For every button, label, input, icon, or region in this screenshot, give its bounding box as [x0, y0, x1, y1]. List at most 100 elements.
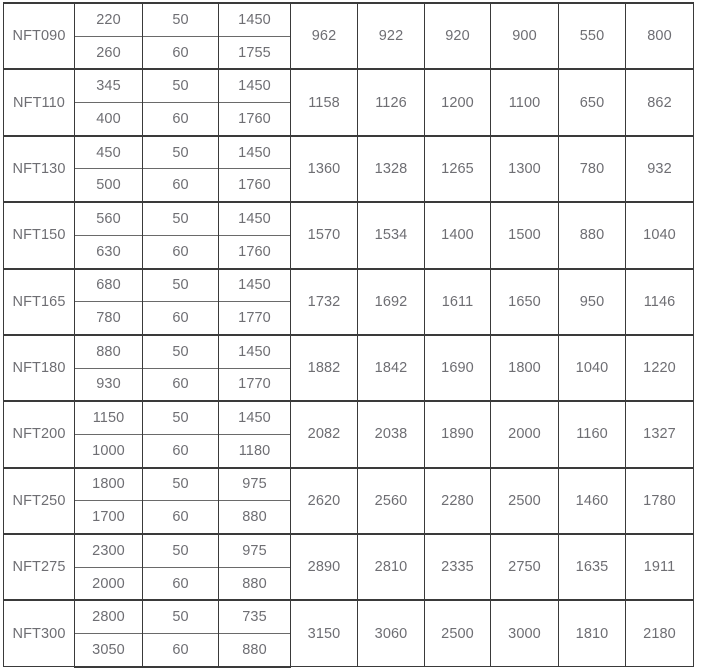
- merged-value-cell: 900: [490, 1, 559, 70]
- merged-value-cell: 932: [625, 134, 694, 203]
- merged-value-cell: 1690: [424, 333, 491, 402]
- merged-value-cell: 2620: [290, 466, 358, 535]
- merged-value-cell: 2560: [357, 466, 425, 535]
- merged-value-cell: 1040: [625, 201, 694, 270]
- sub-row-a-cell: 2300: [74, 532, 143, 568]
- merged-value-cell: 1732: [290, 267, 358, 336]
- merged-value-cell: 1534: [357, 201, 425, 270]
- table-row: 630 60 1760: [4, 234, 694, 270]
- sub-row-a-cell: 1450: [218, 333, 291, 369]
- merged-value-cell: 1800: [490, 333, 559, 402]
- sub-row-a-cell: 560: [74, 201, 143, 236]
- sub-row-b-cell: 60: [142, 168, 219, 204]
- sub-row-a-cell: 1450: [218, 134, 291, 169]
- sub-row-b-cell: 60: [142, 102, 219, 137]
- merged-value-cell: 1460: [558, 466, 626, 535]
- merged-value-cell: 1220: [625, 333, 694, 402]
- merged-value-cell: 650: [558, 68, 626, 137]
- sub-row-a-cell: 880: [74, 333, 143, 369]
- model-cell: NFT250: [3, 466, 75, 535]
- sub-row-b-cell: 1760: [218, 168, 291, 204]
- sub-row-a-cell: 1450: [218, 68, 291, 103]
- model-cell: NFT130: [3, 134, 75, 203]
- table-row: 930 60 1770: [4, 367, 694, 403]
- merged-value-cell: 1882: [290, 333, 358, 402]
- merged-value-cell: 950: [558, 267, 626, 336]
- sub-row-b-cell: 60: [142, 234, 219, 270]
- merged-value-cell: 3000: [490, 599, 559, 668]
- sub-row-a-cell: 735: [218, 599, 291, 634]
- merged-value-cell: 1810: [558, 599, 626, 668]
- model-cell: NFT200: [3, 400, 75, 469]
- model-cell: NFT180: [3, 333, 75, 402]
- sub-row-a-cell: 975: [218, 532, 291, 568]
- sub-row-b-cell: 930: [74, 367, 143, 403]
- sub-row-a-cell: 50: [142, 134, 219, 169]
- sub-row-b-cell: 880: [218, 633, 291, 668]
- merged-value-cell: 3150: [290, 599, 358, 668]
- sub-row-b-cell: 60: [142, 367, 219, 403]
- sub-row-b-cell: 1770: [218, 367, 291, 403]
- sub-row-a-cell: 50: [142, 532, 219, 568]
- table-row: NFT180 880 50 1450 1882 1842 1690 1800 1040 1220: [3, 333, 694, 402]
- merged-value-cell: 2180: [625, 599, 694, 668]
- sub-row-b-cell: 2000: [74, 566, 143, 602]
- table-row: NFT165 680 50 1450 1732 1692 1611 1650 950 1146: [3, 267, 694, 336]
- sub-row-b-cell: 1755: [218, 35, 291, 71]
- table-row: 780 60 1770: [4, 301, 694, 336]
- merged-value-cell: 1635: [558, 532, 626, 601]
- merged-value-cell: 1040: [558, 333, 626, 402]
- sub-row-a-cell: 50: [142, 68, 219, 103]
- model-cell: NFT275: [3, 532, 75, 601]
- specification-table-body: NFT090 220 50 1450 962 922 920 900 550 800 260 60 17…: [3, 1, 694, 668]
- sub-row-a-cell: 50: [142, 599, 219, 634]
- sub-row-a-cell: 50: [142, 267, 219, 302]
- table-row: NFT150 560 50 1450 1570 1534 1400 1500 880 1040: [3, 201, 694, 270]
- merged-value-cell: 1692: [357, 267, 425, 336]
- merged-value-cell: 1650: [490, 267, 559, 336]
- sub-row-b-cell: 1000: [74, 433, 143, 469]
- table-row: 2000 60 880: [4, 566, 694, 602]
- merged-value-cell: 1300: [490, 134, 559, 203]
- sub-row-a-cell: 2800: [74, 599, 143, 634]
- model-cell: NFT150: [3, 201, 75, 270]
- merged-value-cell: 1126: [357, 68, 425, 137]
- sub-row-a-cell: 1450: [218, 1, 291, 37]
- table-row: NFT300 2800 50 735 3150 3060 2500 3000 1810 2180: [3, 599, 694, 668]
- merged-value-cell: 2000: [490, 400, 559, 469]
- sub-row-b-cell: 630: [74, 234, 143, 270]
- sub-row-b-cell: 1180: [218, 433, 291, 469]
- merged-value-cell: 2038: [357, 400, 425, 469]
- table-row: 1000 60 1180: [4, 433, 694, 469]
- merged-value-cell: 1842: [357, 333, 425, 402]
- sub-row-b-cell: 60: [142, 433, 219, 469]
- sub-row-b-cell: 260: [74, 35, 143, 71]
- merged-value-cell: 2500: [490, 466, 559, 535]
- sub-row-b-cell: 1700: [74, 500, 143, 536]
- table-row: 500 60 1760: [4, 168, 694, 204]
- merged-value-cell: 2335: [424, 532, 491, 601]
- table-row: NFT275 2300 50 975 2890 2810 2335 2750 1635 1911: [3, 532, 694, 601]
- sub-row-a-cell: 975: [218, 466, 291, 501]
- sub-row-a-cell: 1800: [74, 466, 143, 501]
- merged-value-cell: 1328: [357, 134, 425, 203]
- merged-value-cell: 1911: [625, 532, 694, 601]
- sub-row-a-cell: 680: [74, 267, 143, 302]
- sub-row-b-cell: 880: [218, 500, 291, 536]
- table-row: NFT110 345 50 1450 1158 1126 1200 1100 650 862: [3, 68, 694, 137]
- sub-row-b-cell: 1760: [218, 234, 291, 270]
- sub-row-a-cell: 450: [74, 134, 143, 169]
- table-row: 260 60 1755: [4, 35, 694, 71]
- merged-value-cell: 2810: [357, 532, 425, 601]
- merged-value-cell: 1100: [490, 68, 559, 137]
- merged-value-cell: 1360: [290, 134, 358, 203]
- merged-value-cell: 550: [558, 1, 626, 70]
- sub-row-a-cell: 50: [142, 201, 219, 236]
- sub-row-a-cell: 1150: [74, 400, 143, 435]
- specification-table: NFT090 220 50 1450 962 922 920 900 550 800 260 60 17…: [3, 1, 694, 668]
- merged-value-cell: 1158: [290, 68, 358, 137]
- merged-value-cell: 2082: [290, 400, 358, 469]
- table-row: 3050 60 880: [4, 633, 694, 668]
- merged-value-cell: 1200: [424, 68, 491, 137]
- merged-value-cell: 780: [558, 134, 626, 203]
